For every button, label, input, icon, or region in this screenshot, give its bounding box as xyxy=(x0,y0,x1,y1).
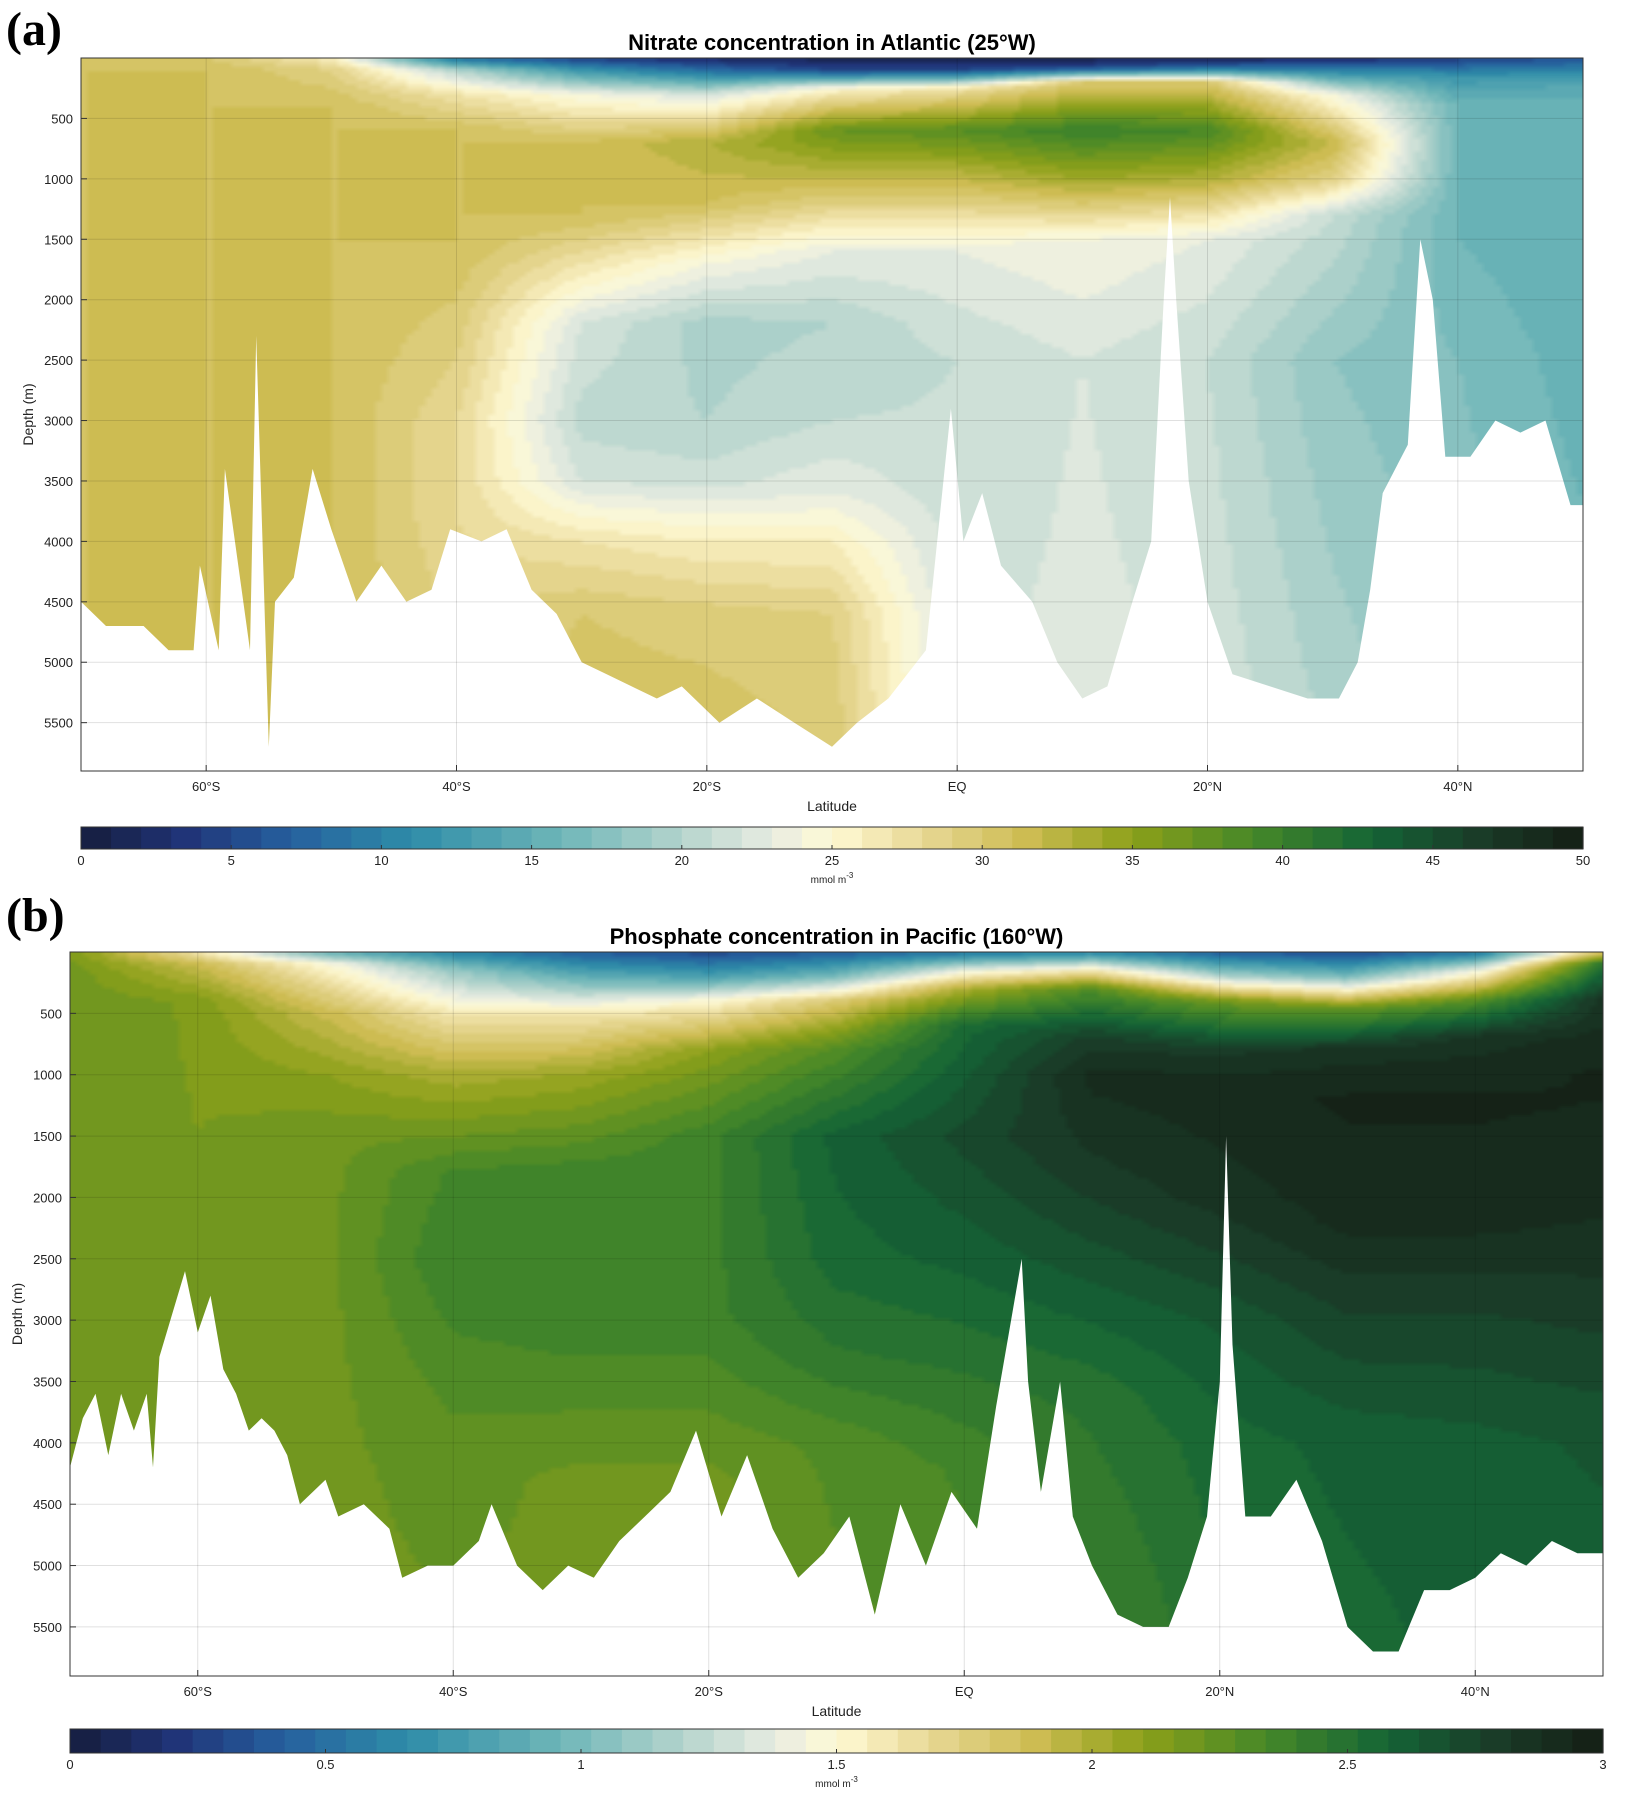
y-tick-label: 2500 xyxy=(33,1252,62,1267)
x-tick-label: 20°S xyxy=(695,1684,724,1699)
y-tick-label: 5000 xyxy=(44,655,73,670)
y-tick-label: 4500 xyxy=(44,595,73,610)
x-tick-label: EQ xyxy=(955,1684,974,1699)
y-tick-label: 1500 xyxy=(33,1129,62,1144)
nitrate-chart: 5001000150020002500300035004000450050005… xyxy=(20,30,1590,886)
plot-frame xyxy=(80,57,1584,772)
colorbar: 0 0.5 1 1.5 2 2.5 3 mmol m-3 xyxy=(66,1728,1607,1790)
colorbar-tick-label: 40 xyxy=(1275,853,1289,868)
x-tick-label: 60°S xyxy=(192,779,221,794)
x-axis-label: Latitude xyxy=(807,798,857,814)
colorbar-tick-label: 0.5 xyxy=(316,1757,334,1772)
y-tick-label: 3500 xyxy=(44,474,73,489)
colorbar-tick-label: 2 xyxy=(1088,1757,1095,1772)
colorbar-tick-label: 15 xyxy=(524,853,538,868)
y-tick-label: 2000 xyxy=(33,1190,62,1205)
colorbar-unit-label: mmol m-3 xyxy=(811,871,854,886)
y-tick-label: 1000 xyxy=(33,1068,62,1083)
colorbar-tick-label: 50 xyxy=(1576,853,1590,868)
x-tick-label: 20°N xyxy=(1205,1684,1234,1699)
plot-frame xyxy=(69,951,1604,1677)
chart-title: Phosphate concentration in Pacific (160°… xyxy=(610,924,1064,949)
x-tick-label: 40°N xyxy=(1443,779,1472,794)
y-tick-label: 3500 xyxy=(33,1374,62,1389)
colorbar-tick-label: 30 xyxy=(975,853,989,868)
colorbar-tick-label: 3 xyxy=(1599,1757,1606,1772)
colorbar-tick-label: 35 xyxy=(1125,853,1139,868)
x-tick-label: 40°S xyxy=(439,1684,468,1699)
colorbar-tick-label: 1 xyxy=(577,1757,584,1772)
colorbar-tick-label: 1.5 xyxy=(827,1757,845,1772)
colorbar-tick-label: 2.5 xyxy=(1338,1757,1356,1772)
colorbar-tick-label: 45 xyxy=(1426,853,1440,868)
y-tick-label: 1500 xyxy=(44,232,73,247)
y-tick-label: 3000 xyxy=(33,1313,62,1328)
y-tick-label: 5500 xyxy=(33,1620,62,1635)
panel-label-a: (a) xyxy=(6,3,62,56)
panel-label-b: (b) xyxy=(6,889,65,942)
y-tick-label: 3000 xyxy=(44,414,73,429)
x-tick-label: EQ xyxy=(948,779,967,794)
colorbar-tick-label: 0 xyxy=(77,853,84,868)
x-tick-label: 20°N xyxy=(1193,779,1222,794)
y-tick-label: 4000 xyxy=(33,1436,62,1451)
phosphate-chart: 500 1000 1500 2000 2500 3000 3500 4000 4500 5000 5… xyxy=(9,924,1607,1790)
y-tick-label: 500 xyxy=(51,111,73,126)
colorbar-unit-label: mmol m-3 xyxy=(815,1775,858,1790)
colorbar-tick-label: 0 xyxy=(66,1757,73,1772)
y-tick-label: 1000 xyxy=(44,172,73,187)
colorbar-tick-label: 10 xyxy=(374,853,388,868)
x-tick-label: 60°S xyxy=(184,1684,213,1699)
colorbar: 0 5 10 15 20 25 30 35 40 45 50 mmol m-3 xyxy=(77,826,1590,886)
x-tick-label: 40°S xyxy=(442,779,471,794)
x-tick-label: 40°N xyxy=(1461,1684,1490,1699)
colorbar-tick-label: 20 xyxy=(675,853,689,868)
x-tick-label: 20°S xyxy=(693,779,722,794)
y-tick-label: 2500 xyxy=(44,353,73,368)
colorbar-tick-label: 5 xyxy=(228,853,235,868)
grid xyxy=(81,58,1583,771)
x-axis-label: Latitude xyxy=(812,1703,862,1719)
y-tick-label: 500 xyxy=(40,1006,62,1021)
y-axis-label: Depth (m) xyxy=(9,1283,25,1345)
y-tick-label: 5500 xyxy=(44,716,73,731)
y-tick-label: 2000 xyxy=(44,293,73,308)
y-tick-label: 4000 xyxy=(44,534,73,549)
grid xyxy=(70,952,1603,1676)
chart-title: Nitrate concentration in Atlantic (25°W) xyxy=(628,30,1036,55)
colorbar-tick-label: 25 xyxy=(825,853,839,868)
y-tick-label: 5000 xyxy=(33,1559,62,1574)
y-axis-label: Depth (m) xyxy=(20,383,36,445)
y-tick-label: 4500 xyxy=(33,1497,62,1512)
